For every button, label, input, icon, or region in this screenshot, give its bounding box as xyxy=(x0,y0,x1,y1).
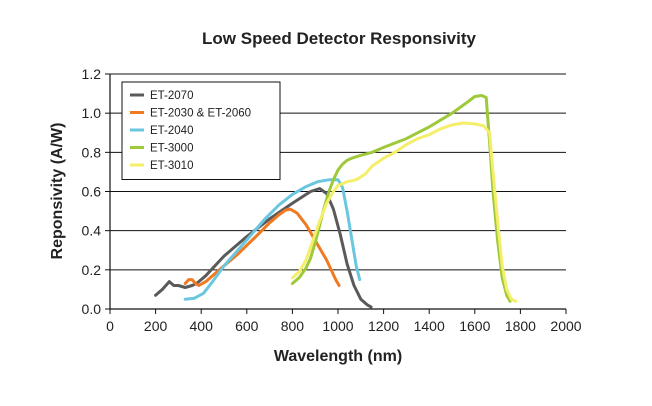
y-tick-label: 1.0 xyxy=(82,105,102,121)
legend: ET-2070 ET-2030 & ET-2060 ET-2040 ET-3000 ET… xyxy=(121,81,281,180)
axes xyxy=(105,73,567,314)
x-tick-label: 1800 xyxy=(505,318,536,334)
x-tick-label: 800 xyxy=(281,318,305,334)
chart-title: Low Speed Detector Responsivity xyxy=(202,29,476,48)
series-line-et-3000 xyxy=(290,94,512,303)
series-line-et-3010 xyxy=(290,121,518,303)
legend-label: ET-3010 xyxy=(150,160,193,172)
x-tick-label: 1000 xyxy=(322,318,353,334)
y-tick-label: 0.8 xyxy=(82,144,102,160)
y-axis-label: Reponsivity (A/W) xyxy=(49,123,66,260)
y-tick-label: 0.6 xyxy=(82,184,102,200)
x-tick-label: 1200 xyxy=(368,318,399,334)
series-lines xyxy=(154,94,518,309)
x-tick-label: 0 xyxy=(106,318,114,334)
x-tick-label: 1600 xyxy=(459,318,490,334)
legend-label: ET-2030 & ET-2060 xyxy=(150,108,251,120)
legend-box xyxy=(121,81,281,180)
x-axis-label: Wavelength (nm) xyxy=(274,348,402,365)
x-tick-label: 600 xyxy=(235,318,259,334)
y-tick-label: 0.4 xyxy=(82,223,102,239)
x-tick-label: 200 xyxy=(144,318,168,334)
tick-labels: 0.0 0.2 0.4 0.6 0.8 1.0 1.2 0 200 400 600 800 1000 12… xyxy=(82,66,582,334)
legend-label: ET-2040 xyxy=(150,125,193,137)
y-tick-label: 0.2 xyxy=(82,262,102,278)
series-line-et-2040 xyxy=(183,178,362,301)
x-tick-label: 400 xyxy=(190,318,214,334)
legend-label: ET-3000 xyxy=(150,143,193,155)
x-tick-label: 1400 xyxy=(414,318,445,334)
series-line-et-2070 xyxy=(154,187,373,309)
x-tick-label: 2000 xyxy=(550,318,581,334)
y-tick-label: 1.2 xyxy=(82,66,102,82)
legend-label: ET-2070 xyxy=(150,90,193,102)
y-tick-label: 0.0 xyxy=(82,301,102,317)
